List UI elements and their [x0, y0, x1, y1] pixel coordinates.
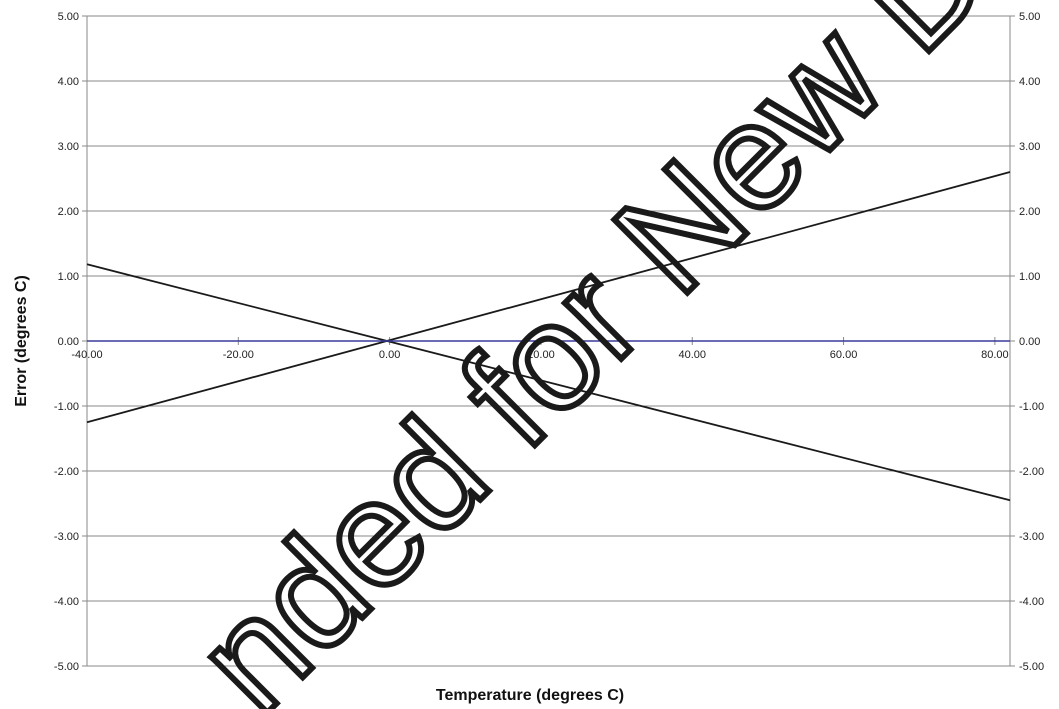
y-tick-label-left: -5.00	[54, 661, 79, 673]
y-tick-label-left: 1.00	[58, 271, 79, 283]
y-tick-label-left: 5.00	[58, 11, 79, 23]
y-tick-label-right: 5.00	[1019, 11, 1040, 23]
y-tick-label-right: 3.00	[1019, 141, 1040, 153]
x-tick-label: 20.00	[527, 349, 555, 361]
x-tick-label: 60.00	[830, 349, 858, 361]
y-tick-label-right: -5.00	[1019, 661, 1044, 673]
y-tick-label-left: -3.00	[54, 531, 79, 543]
x-tick-label: -20.00	[223, 349, 254, 361]
watermark-text: nded for New De	[164, 0, 1059, 709]
y-tick-label-right: -3.00	[1019, 531, 1044, 543]
y-tick-label-left: -4.00	[54, 596, 79, 608]
y-tick-label-right: -2.00	[1019, 466, 1044, 478]
y-tick-label-left: 2.00	[58, 206, 79, 218]
y-tick-label-right: -1.00	[1019, 401, 1044, 413]
y-tick-labels-left: 5.00 4.00 3.00 2.00 1.00 0.00 -1.00 -2.00 -3.00 -…	[54, 11, 79, 673]
x-tick-label: 40.00	[678, 349, 706, 361]
x-tick-label: 80.00	[981, 349, 1009, 361]
y-tick-label-right: 0.00	[1019, 336, 1040, 348]
y-tick-label-left: 0.00	[58, 336, 79, 348]
y-tick-label-right: -4.00	[1019, 596, 1044, 608]
x-axis-title: Temperature (degrees C)	[436, 687, 624, 704]
y-tick-label-right: 1.00	[1019, 271, 1040, 283]
y-tick-label-left: 4.00	[58, 76, 79, 88]
series-lines	[86, 171, 1011, 502]
y-tick-label-left: -2.00	[54, 466, 79, 478]
y-tick-labels-right: 5.00 4.00 3.00 2.00 1.00 0.00 -1.00 -2.00 -3.00 -…	[1019, 11, 1044, 673]
y-tick-label-right: 4.00	[1019, 76, 1040, 88]
x-tick-labels: -40.00 -20.00 0.00 20.00 40.00 60.00 80.00	[71, 349, 1008, 361]
x-tick-label: -40.00	[71, 349, 102, 361]
x-tick-label: 0.00	[379, 349, 400, 361]
y-tick-label-left: 3.00	[58, 141, 79, 153]
y-tick-label-left: -1.00	[54, 401, 79, 413]
y-tick-label-right: 2.00	[1019, 206, 1040, 218]
y-axis-title: Error (degrees C)	[13, 275, 30, 407]
series-line-1	[86, 171, 1011, 424]
series-line-2	[86, 263, 1011, 502]
